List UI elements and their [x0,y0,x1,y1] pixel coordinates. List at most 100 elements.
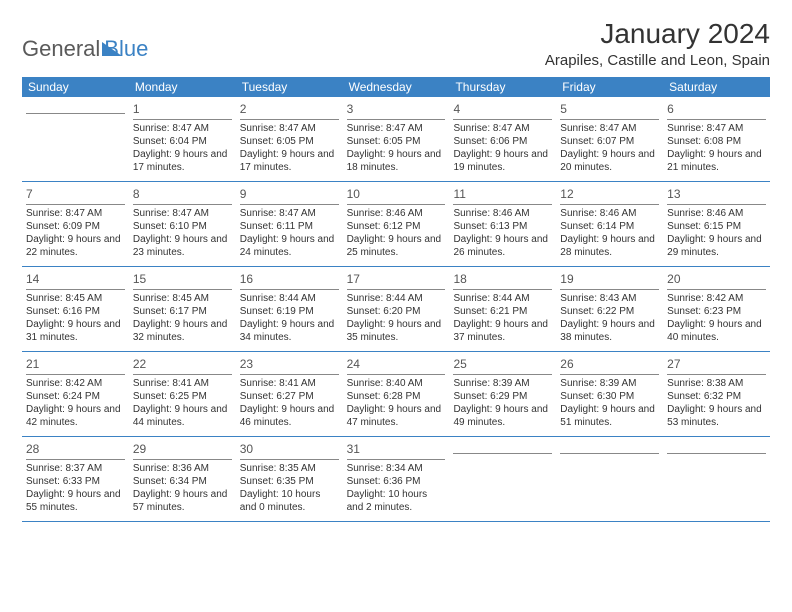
day-cell: 15Sunrise: 8:45 AMSunset: 6:17 PMDayligh… [129,267,236,351]
dow-saturday: Saturday [663,77,770,97]
sunrise-text: Sunrise: 8:39 AM [560,377,659,390]
day-number-row: 29 [133,439,232,460]
day-cell [22,97,129,181]
sunset-text: Sunset: 6:11 PM [240,220,339,233]
day-number-row [560,439,659,454]
sunrise-text: Sunrise: 8:44 AM [347,292,446,305]
day-number: 30 [240,442,253,456]
day-number-row: 20 [667,269,766,290]
sunrise-text: Sunrise: 8:38 AM [667,377,766,390]
day-number: 1 [133,102,140,116]
day-cell: 26Sunrise: 8:39 AMSunset: 6:30 PMDayligh… [556,352,663,436]
day-detail: Sunrise: 8:43 AMSunset: 6:22 PMDaylight:… [560,292,659,344]
sunrise-text: Sunrise: 8:44 AM [240,292,339,305]
day-detail: Sunrise: 8:34 AMSunset: 6:36 PMDaylight:… [347,462,446,514]
day-cell: 8Sunrise: 8:47 AMSunset: 6:10 PMDaylight… [129,182,236,266]
day-cell: 13Sunrise: 8:46 AMSunset: 6:15 PMDayligh… [663,182,770,266]
daylight-text: Daylight: 9 hours and 55 minutes. [26,488,125,514]
sunrise-text: Sunrise: 8:46 AM [347,207,446,220]
day-number-row: 24 [347,354,446,375]
day-detail: Sunrise: 8:45 AMSunset: 6:17 PMDaylight:… [133,292,232,344]
daylight-text: Daylight: 9 hours and 53 minutes. [667,403,766,429]
day-detail: Sunrise: 8:47 AMSunset: 6:11 PMDaylight:… [240,207,339,259]
day-number: 20 [667,272,680,286]
daylight-text: Daylight: 9 hours and 24 minutes. [240,233,339,259]
sunset-text: Sunset: 6:16 PM [26,305,125,318]
day-number-row: 9 [240,184,339,205]
sunset-text: Sunset: 6:29 PM [453,390,552,403]
day-detail: Sunrise: 8:47 AMSunset: 6:10 PMDaylight:… [133,207,232,259]
daylight-text: Daylight: 9 hours and 51 minutes. [560,403,659,429]
daylight-text: Daylight: 9 hours and 47 minutes. [347,403,446,429]
sunrise-text: Sunrise: 8:39 AM [453,377,552,390]
day-number-row [453,439,552,454]
day-cell: 6 Sunrise: 8:47 AMSunset: 6:08 PMDaylight… [663,97,770,181]
daylight-text: Daylight: 9 hours and 17 minutes. [133,148,232,174]
week-row: 21Sunrise: 8:42 AMSunset: 6:24 PMDayligh… [22,352,770,437]
day-number: 11 [453,187,465,201]
week-row: 14Sunrise: 8:45 AMSunset: 6:16 PMDayligh… [22,267,770,352]
day-cell: 18Sunrise: 8:44 AMSunset: 6:21 PMDayligh… [449,267,556,351]
day-detail: Sunrise: 8:44 AMSunset: 6:20 PMDaylight:… [347,292,446,344]
day-cell: 31Sunrise: 8:34 AMSunset: 6:36 PMDayligh… [343,437,450,521]
day-number: 3 [347,102,354,116]
day-number: 26 [560,357,573,371]
day-number: 5 [560,102,567,116]
daylight-text: Daylight: 9 hours and 42 minutes. [26,403,125,429]
day-cell: 24 Sunrise: 8:40 AMSunset: 6:28 PMDayligh… [343,352,450,436]
day-number-row: 19 [560,269,659,290]
dow-friday: Friday [556,77,663,97]
daylight-text: Daylight: 9 hours and 17 minutes. [240,148,339,174]
day-number: 19 [560,272,573,286]
day-cell: 25Sunrise: 8:39 AMSunset: 6:29 PMDayligh… [449,352,556,436]
day-detail: Sunrise: 8:41 AMSunset: 6:25 PMDaylight:… [133,377,232,429]
day-number: 23 [240,357,253,371]
sunrise-text: Sunrise: 8:46 AM [453,207,552,220]
day-number: 24 [347,357,360,371]
daylight-text: Daylight: 9 hours and 37 minutes. [453,318,552,344]
sunrise-text: Sunrise: 8:47 AM [133,122,232,135]
day-number: 17 [347,272,360,286]
daylight-text: Daylight: 9 hours and 22 minutes. [26,233,125,259]
day-detail: Sunrise: 8:40 AMSunset: 6:28 PMDaylight:… [347,377,446,429]
day-cell: 11 Sunrise: 8:46 AMSunset: 6:13 PMDayligh… [449,182,556,266]
day-detail: Sunrise: 8:46 AMSunset: 6:14 PMDaylight:… [560,207,659,259]
day-number: 10 [347,187,360,201]
sunrise-text: Sunrise: 8:47 AM [453,122,552,135]
sunset-text: Sunset: 6:23 PM [667,305,766,318]
sunset-text: Sunset: 6:12 PM [347,220,446,233]
day-number: 6 [667,102,674,116]
sunrise-text: Sunrise: 8:42 AM [667,292,766,305]
day-detail: Sunrise: 8:35 AMSunset: 6:35 PMDaylight:… [240,462,339,514]
day-detail: Sunrise: 8:46 AMSunset: 6:13 PMDaylight:… [453,207,552,259]
day-detail: Sunrise: 8:47 AMSunset: 6:07 PMDaylight:… [560,122,659,174]
day-cell: 17 Sunrise: 8:44 AMSunset: 6:20 PMDayligh… [343,267,450,351]
day-detail: Sunrise: 8:47 AMSunset: 6:08 PMDaylight:… [667,122,766,174]
sunrise-text: Sunrise: 8:45 AM [133,292,232,305]
day-detail: Sunrise: 8:46 AMSunset: 6:15 PMDaylight:… [667,207,766,259]
day-number-row: 3 [347,99,446,120]
sunrise-text: Sunrise: 8:46 AM [667,207,766,220]
sunrise-text: Sunrise: 8:47 AM [667,122,766,135]
day-number-row [26,99,125,114]
sunset-text: Sunset: 6:10 PM [133,220,232,233]
day-detail: Sunrise: 8:47 AMSunset: 6:05 PMDaylight:… [240,122,339,174]
day-cell: 10Sunrise: 8:46 AMSunset: 6:12 PMDayligh… [343,182,450,266]
sunrise-text: Sunrise: 8:46 AM [560,207,659,220]
day-cell: 2Sunrise: 8:47 AMSunset: 6:05 PMDaylight… [236,97,343,181]
day-cell: 16Sunrise: 8:44 AMSunset: 6:19 PMDayligh… [236,267,343,351]
daylight-text: Daylight: 10 hours and 2 minutes. [347,488,446,514]
daylight-text: Daylight: 10 hours and 0 minutes. [240,488,339,514]
day-detail: Sunrise: 8:36 AMSunset: 6:34 PMDaylight:… [133,462,232,514]
day-number: 25 [453,357,466,371]
sunrise-text: Sunrise: 8:37 AM [26,462,125,475]
day-number-row [667,439,766,454]
day-number-row: 31 [347,439,446,460]
sunrise-text: Sunrise: 8:36 AM [133,462,232,475]
week-row: 28Sunrise: 8:37 AMSunset: 6:33 PMDayligh… [22,437,770,522]
sunrise-text: Sunrise: 8:44 AM [453,292,552,305]
day-detail: Sunrise: 8:47 AMSunset: 6:09 PMDaylight:… [26,207,125,259]
day-detail: Sunrise: 8:37 AMSunset: 6:33 PMDaylight:… [26,462,125,514]
sunrise-text: Sunrise: 8:47 AM [347,122,446,135]
daylight-text: Daylight: 9 hours and 20 minutes. [560,148,659,174]
